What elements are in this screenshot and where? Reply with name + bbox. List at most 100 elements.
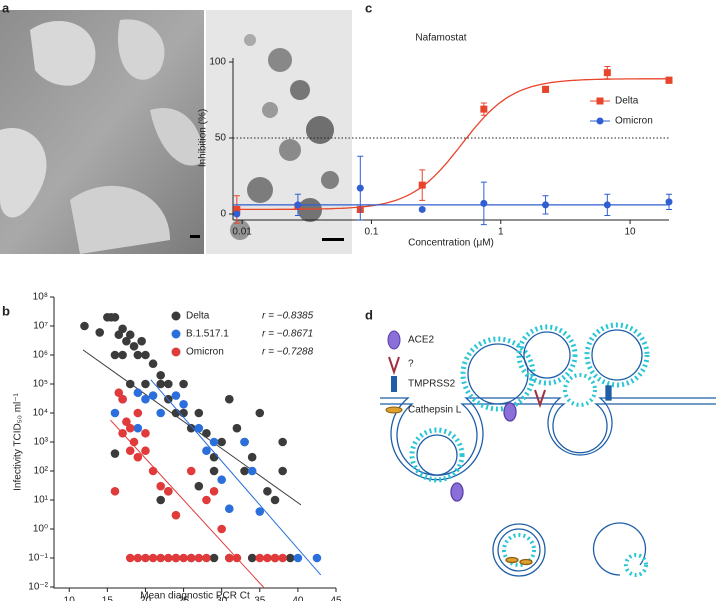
point (418, 181, 426, 189)
point (125, 423, 135, 433)
point (224, 394, 234, 404)
legend-label: Omicron (615, 116, 653, 127)
y-tick-label: 10⁻² (28, 582, 48, 593)
point (255, 408, 265, 418)
point (125, 446, 135, 456)
x-tick-label: 10 (625, 227, 637, 238)
diagram (380, 322, 716, 577)
point (122, 336, 131, 346)
point (148, 466, 158, 476)
point (202, 446, 211, 456)
point (141, 394, 150, 404)
point (233, 205, 241, 213)
x-tick-label: 30 (216, 596, 228, 601)
y-tick-label: 10⁴ (33, 408, 48, 419)
y-axis-label: Infectivity TCID₅₀ ml⁻¹ (13, 392, 24, 490)
point (278, 553, 287, 563)
chart-title: Nafamostat (415, 33, 466, 44)
point (137, 336, 146, 346)
point (164, 486, 173, 496)
point (148, 391, 158, 400)
point (224, 504, 234, 514)
x-tick-label: 35 (254, 596, 266, 601)
legend-r: r = −0.8385 (262, 311, 314, 322)
point (110, 350, 120, 360)
y-tick-label: 50 (215, 133, 227, 144)
point (110, 449, 120, 458)
y-tick-label: 10¹ (34, 495, 49, 506)
y-tick-label: 10⁵ (33, 379, 48, 390)
point (110, 486, 120, 496)
point (202, 495, 211, 505)
point (255, 507, 265, 516)
point (171, 510, 181, 520)
x-tick-label: 40 (292, 596, 304, 601)
point (110, 312, 120, 322)
legend-marker (596, 97, 604, 105)
axis (53, 297, 336, 589)
x-tick-label: 15 (102, 596, 114, 601)
x-tick-label: 1 (498, 227, 504, 238)
point (156, 408, 166, 418)
y-tick-label: 0 (220, 209, 226, 220)
point (133, 408, 143, 418)
point (194, 481, 204, 491)
fit-line (150, 379, 322, 576)
legend-label: ? (408, 359, 414, 370)
y-tick-label: 10² (34, 466, 49, 477)
x-tick-label: 10 (64, 596, 76, 601)
point (156, 481, 166, 491)
point (232, 423, 242, 433)
point (179, 408, 188, 418)
point (263, 553, 272, 563)
point (209, 452, 219, 462)
legend-label: TMPRSS2 (408, 379, 456, 390)
point (263, 486, 272, 496)
legend-marker (171, 329, 181, 339)
point (603, 201, 611, 209)
legend-marker (596, 117, 604, 125)
legend-label: B.1.517.1 (186, 329, 229, 340)
point (141, 553, 150, 563)
legend-label: Cathepsin L (408, 405, 462, 416)
diagram-legend-icons (385, 330, 403, 414)
x-tick-label: 0.1 (364, 227, 378, 238)
point (148, 359, 158, 369)
legend-label: Omicron (186, 347, 224, 358)
point (278, 437, 287, 447)
legend-marker (171, 311, 181, 321)
point (133, 388, 143, 398)
point (217, 437, 226, 447)
point (171, 553, 181, 563)
panel-label: c (365, 0, 372, 15)
point (356, 184, 364, 192)
point (141, 379, 150, 389)
point (118, 394, 127, 404)
x-tick-label: 0.01 (232, 227, 252, 238)
point (480, 105, 488, 113)
y-tick-label: 10⁸ (33, 292, 48, 303)
point (270, 495, 280, 505)
y-tick-label: 10⁷ (33, 321, 48, 332)
panel-label: b (2, 303, 10, 318)
point (418, 205, 426, 213)
y-tick-label: 10⁰ (33, 524, 48, 535)
point (179, 399, 188, 409)
axis (232, 58, 669, 221)
point (312, 553, 322, 563)
point (202, 428, 211, 438)
point (247, 553, 257, 563)
point (278, 466, 287, 476)
point (118, 324, 127, 334)
plot-area (80, 312, 322, 588)
point (209, 486, 219, 496)
fit-line (110, 419, 265, 588)
panel-label: a (2, 0, 10, 15)
point (114, 388, 124, 398)
x-tick-label: 20 (140, 596, 152, 601)
legend-r: r = −0.7288 (262, 347, 314, 358)
point (194, 408, 204, 418)
point (240, 466, 249, 476)
panel-label: d (365, 307, 373, 322)
